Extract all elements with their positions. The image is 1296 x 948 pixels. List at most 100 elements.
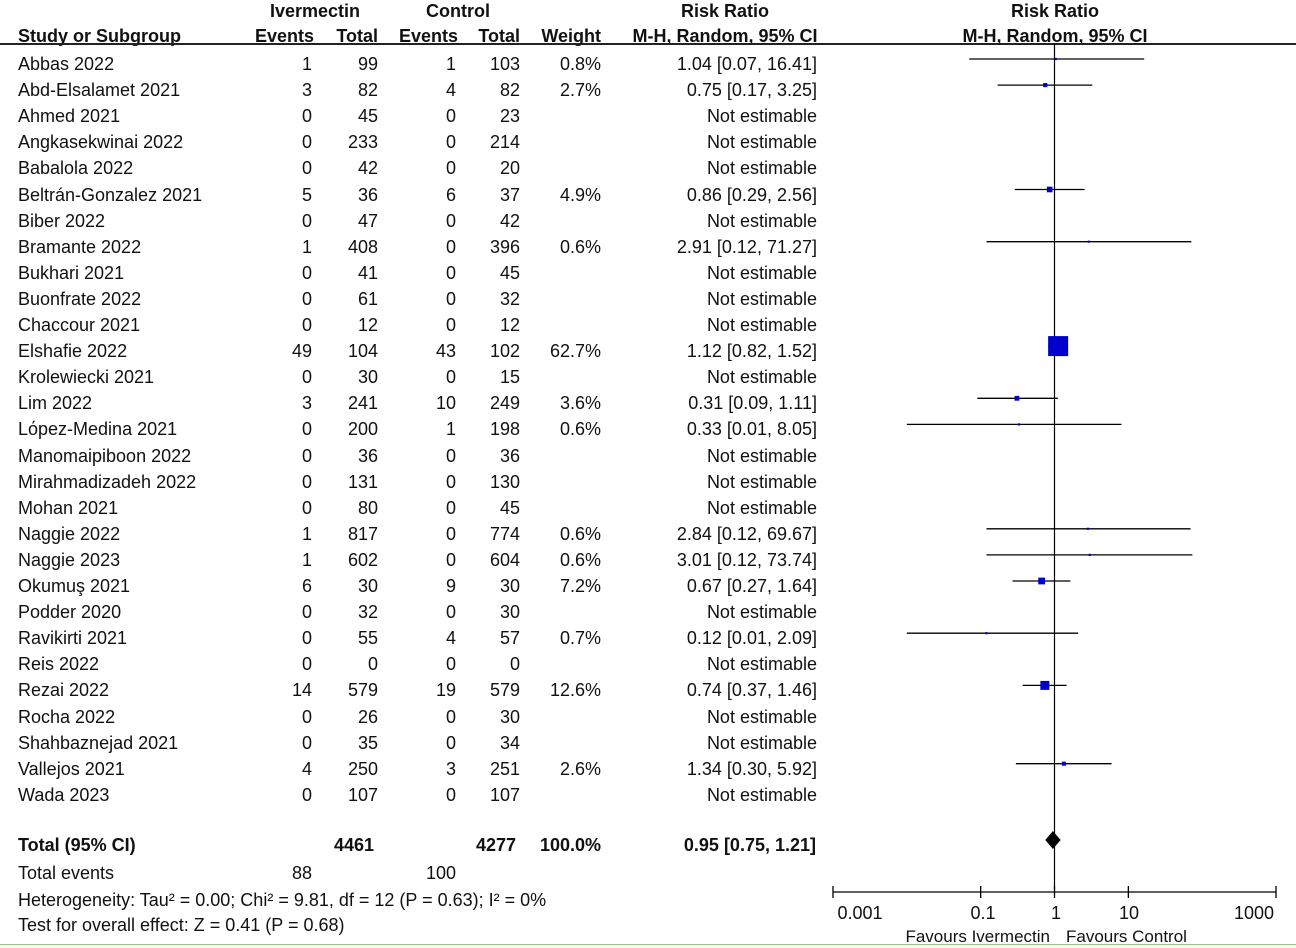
risk-ratio-ci: Not estimable <box>706 158 817 178</box>
weight: 0.8% <box>559 54 601 74</box>
tick-label-0001: 0.001 <box>837 903 883 923</box>
tick-label-01: 0.1 <box>970 903 996 923</box>
ct-events: 4 <box>445 628 456 648</box>
ct-total: 249 <box>489 393 520 413</box>
ct-total: 45 <box>499 498 520 518</box>
ct-total: 604 <box>489 550 520 570</box>
total-weight: 100.0% <box>539 835 601 855</box>
iv-total: 104 <box>347 341 378 361</box>
point-estimate-square <box>1040 680 1050 690</box>
risk-ratio-ci: 0.74 [0.37, 1.46] <box>686 680 817 700</box>
ct-total: 130 <box>489 472 520 492</box>
ct-total: 82 <box>499 80 520 100</box>
ct-total: 102 <box>489 341 520 361</box>
iv-events: 0 <box>301 419 312 439</box>
study-name: Babalola 2022 <box>18 158 134 178</box>
weight: 3.6% <box>559 393 601 413</box>
study-name: Krolewiecki 2021 <box>18 367 155 387</box>
study-name: Mohan 2021 <box>18 498 119 518</box>
iv-total: 250 <box>347 759 378 779</box>
favours-ivermectin-label: Favours Ivermectin <box>905 927 1050 946</box>
iv-total: 82 <box>357 80 378 100</box>
total-label: Total (95% CI) <box>18 835 136 855</box>
risk-ratio-ci: Not estimable <box>706 263 817 283</box>
tick-label-1: 1 <box>1050 903 1061 923</box>
study-name: Buonfrate 2022 <box>18 289 142 309</box>
risk-ratio-plot-header: Risk Ratio <box>1010 1 1100 21</box>
total-iv-total: 4461 <box>333 835 374 855</box>
weight: 0.6% <box>559 550 601 570</box>
ct-events-header: Events <box>398 26 458 46</box>
ct-events: 0 <box>445 785 456 805</box>
risk-ratio-ci: 3.01 [0.12, 73.74] <box>676 550 817 570</box>
iv-events: 0 <box>301 289 312 309</box>
ct-total: 36 <box>499 446 520 466</box>
risk-ratio-ci: Not estimable <box>706 498 817 518</box>
ct-total: 198 <box>489 419 520 439</box>
point-estimate-square <box>1017 423 1021 426</box>
weight: 0.7% <box>559 628 601 648</box>
heterogeneity-text: Heterogeneity: Tau² = 0.00; Chi² = 9.81,… <box>18 890 547 910</box>
summary-diamond <box>1045 831 1061 849</box>
study-name: Podder 2020 <box>18 602 122 622</box>
ct-events: 0 <box>445 237 456 257</box>
favours-control-label: Favours Control <box>1066 927 1187 946</box>
ct-total: 12 <box>499 315 520 335</box>
iv-events: 0 <box>301 106 312 126</box>
ct-events: 0 <box>445 472 456 492</box>
ct-events: 0 <box>445 315 456 335</box>
study-name: Ahmed 2021 <box>18 106 121 126</box>
ct-events: 0 <box>445 550 456 570</box>
iv-total: 200 <box>347 419 378 439</box>
study-name: Shahbaznejad 2021 <box>18 733 179 753</box>
total-events-iv: 88 <box>291 863 312 883</box>
ct-events: 4 <box>445 80 456 100</box>
iv-total: 99 <box>357 54 378 74</box>
ct-events: 19 <box>435 680 456 700</box>
iv-events: 49 <box>291 341 312 361</box>
iv-total: 42 <box>357 158 378 178</box>
study-name: Elshafie 2022 <box>18 341 128 361</box>
group-control-header: Control <box>426 1 490 21</box>
iv-events-header: Events <box>254 26 314 46</box>
method-text-header: M-H, Random, 95% CI <box>632 26 818 46</box>
ct-events: 3 <box>445 759 456 779</box>
risk-ratio-ci: 0.75 [0.17, 3.25] <box>686 80 817 100</box>
study-name: Angkasekwinai 2022 <box>18 132 184 152</box>
ct-total: 579 <box>489 680 520 700</box>
iv-events: 0 <box>301 498 312 518</box>
risk-ratio-ci: Not estimable <box>706 315 817 335</box>
iv-total: 579 <box>347 680 378 700</box>
ct-total: 396 <box>489 237 520 257</box>
ct-events: 0 <box>445 289 456 309</box>
iv-total: 80 <box>357 498 378 518</box>
risk-ratio-ci: Not estimable <box>706 289 817 309</box>
ct-events: 0 <box>445 602 456 622</box>
iv-events: 1 <box>301 550 312 570</box>
study-name: Lim 2022 <box>18 393 93 413</box>
ct-events: 1 <box>445 419 456 439</box>
iv-total: 817 <box>347 524 378 544</box>
ct-total: 34 <box>499 733 520 753</box>
total-events-ct: 100 <box>425 863 456 883</box>
ct-total: 23 <box>499 106 520 126</box>
risk-ratio-ci: Not estimable <box>706 211 817 231</box>
ct-events: 0 <box>445 211 456 231</box>
iv-total: 32 <box>357 602 378 622</box>
iv-events: 3 <box>301 393 312 413</box>
iv-events: 0 <box>301 367 312 387</box>
risk-ratio-text-header: Risk Ratio <box>680 1 770 21</box>
ct-total-header: Total <box>478 26 520 46</box>
iv-total-header: Total <box>336 26 378 46</box>
iv-events: 14 <box>291 680 312 700</box>
ct-total: 37 <box>499 185 520 205</box>
iv-total: 45 <box>357 106 378 126</box>
header-rule <box>0 43 1296 45</box>
risk-ratio-ci: Not estimable <box>706 602 817 622</box>
point-estimate-square <box>1088 553 1091 556</box>
ct-total: 57 <box>499 628 520 648</box>
iv-total: 26 <box>357 707 378 727</box>
ct-events: 0 <box>445 132 456 152</box>
risk-ratio-ci: Not estimable <box>706 472 817 492</box>
iv-events: 5 <box>301 185 312 205</box>
